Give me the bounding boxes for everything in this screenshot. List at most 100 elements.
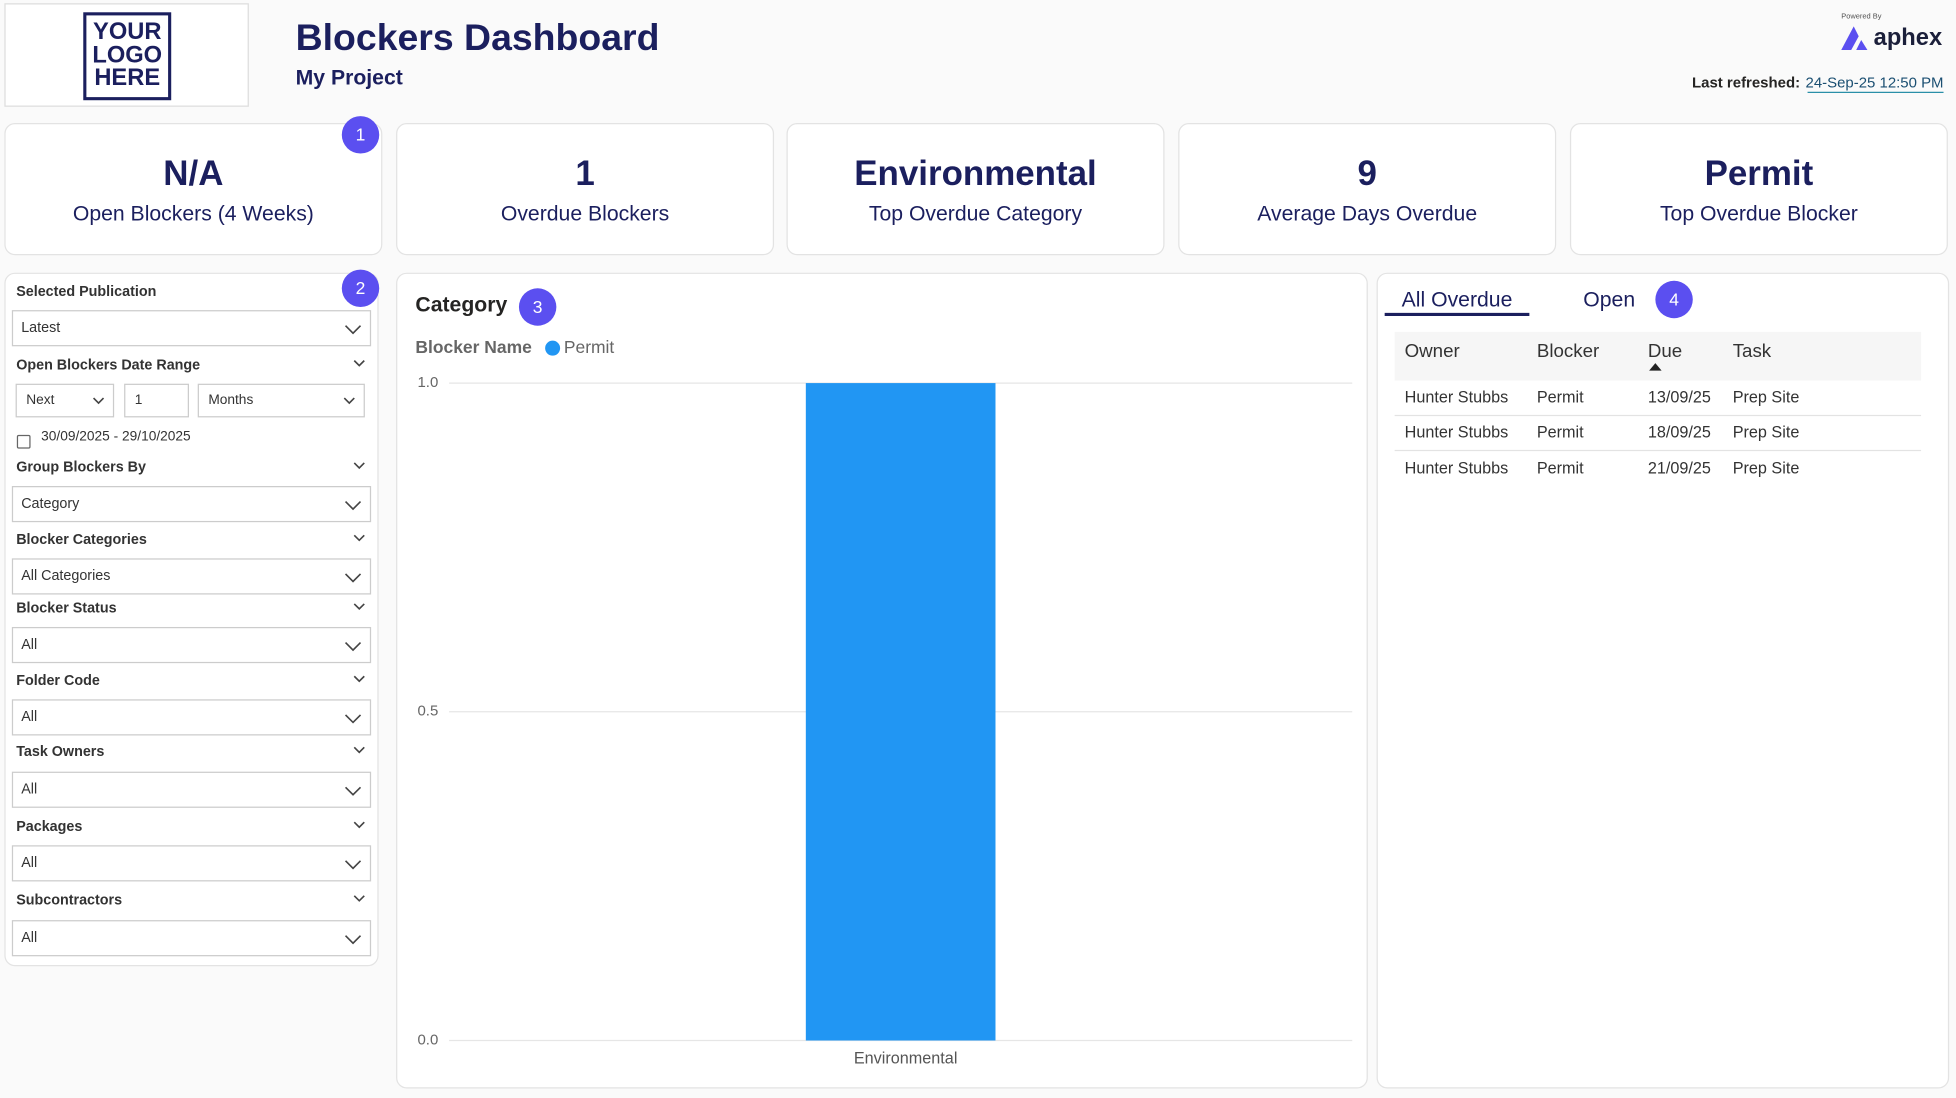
table-panel [1376, 272, 1950, 1089]
chevron [353, 746, 365, 754]
y-tick-label: 0.5 [417, 703, 438, 720]
y-tick-label: 1.0 [417, 374, 438, 391]
date-range-direction: Next [26, 392, 54, 407]
filter-label: Folder Code [16, 673, 100, 689]
table-cell: 18/09/25 [1648, 423, 1711, 441]
dropdown[interactable] [11, 626, 372, 664]
filter-label: Group Blockers By [16, 460, 146, 476]
kpi-value: Permit [1705, 154, 1814, 193]
table-header-bg [1394, 331, 1922, 381]
chevron [344, 641, 362, 652]
dropdown[interactable] [11, 771, 372, 808]
kpi-card [396, 122, 775, 256]
kpi-value: N/A [163, 154, 223, 193]
logo-frame [83, 12, 172, 101]
legend-label: Permit [564, 337, 615, 357]
table-cell: Permit [1537, 459, 1584, 477]
dropdown[interactable] [11, 558, 372, 595]
badge [341, 269, 380, 307]
kpi-value: 9 [1357, 154, 1376, 193]
last-refreshed-label: Last refreshed: [1692, 75, 1800, 92]
chevron [353, 462, 365, 470]
dropdown-value: All [21, 782, 37, 798]
chevron [353, 603, 365, 611]
kpi-label: Average Days Overdue [1257, 202, 1477, 225]
bar [805, 383, 996, 1041]
column-header: Owner [1405, 340, 1460, 361]
chevron [344, 714, 362, 724]
chevron [344, 786, 362, 796]
sort-arrow [1649, 363, 1662, 371]
dropdown[interactable] [11, 845, 372, 882]
calendar-icon [16, 434, 31, 449]
dropdown-value: Latest [21, 320, 60, 336]
logo-text: YOUR [93, 19, 161, 45]
chevron [353, 360, 365, 367]
badge-number: 4 [1669, 289, 1679, 309]
date-range-input[interactable] [197, 383, 365, 418]
dropdown[interactable] [11, 699, 372, 736]
chevron [353, 675, 365, 683]
chevron [343, 397, 355, 405]
kpi-label: Top Overdue Category [869, 202, 1083, 225]
table-cell: Permit [1537, 423, 1584, 441]
table-cell: Prep Site [1733, 423, 1800, 441]
table-cell: Prep Site [1733, 459, 1800, 477]
filter-label: Task Owners [16, 744, 104, 760]
filter-label: Selected Publication [16, 284, 156, 300]
date-range-input[interactable] [124, 383, 189, 418]
subtitle: My Project [296, 66, 403, 89]
chevron [353, 821, 365, 829]
powered-by: Powered By [1841, 11, 1882, 20]
dropdown-value: All [21, 709, 37, 725]
tab: Open [1583, 288, 1635, 311]
chart-title: Category [415, 293, 507, 316]
title: Blockers Dashboard [296, 16, 660, 58]
column-header: Due [1648, 340, 1682, 361]
dropdown-value: All [21, 637, 37, 653]
filter-label: Blocker Status [16, 601, 116, 617]
filter-label: Subcontractors [16, 893, 122, 909]
logo-text: HERE [94, 65, 160, 91]
y-tick-label: 0.0 [417, 1031, 438, 1048]
brand: aphex [1874, 25, 1942, 51]
chevron [344, 935, 362, 945]
kpi-value: Environmental [854, 154, 1096, 193]
legend-title: Blocker Name [415, 337, 532, 357]
chevron [353, 534, 365, 542]
filter-label: Packages [16, 819, 82, 835]
filter-label: Blocker Categories [16, 532, 147, 548]
logo-text: LOGO [92, 43, 162, 69]
kpi-card [1178, 122, 1557, 256]
column-header: Blocker [1537, 340, 1599, 361]
kpi-label: Open Blockers (4 Weeks) [73, 202, 314, 225]
tab: All Overdue [1402, 288, 1513, 311]
kpi-label: Overdue Blockers [501, 202, 669, 225]
table-cell: 13/09/25 [1648, 388, 1711, 406]
dropdown[interactable] [11, 310, 372, 347]
chevron [344, 501, 362, 511]
dropdown[interactable] [11, 920, 372, 957]
table-cell: Hunter Stubbs [1405, 459, 1509, 477]
last-refreshed-value: 24-Sep-25 12:50 PM [1806, 75, 1944, 92]
dropdown-value: All [21, 930, 37, 946]
dropdown[interactable] [11, 486, 372, 523]
chevron [92, 397, 105, 405]
table-cell: Hunter Stubbs [1405, 423, 1509, 441]
chevron [344, 325, 362, 335]
filter-label: Open Blockers Date Range [16, 357, 200, 373]
chevron [353, 895, 365, 902]
badge-number: 1 [356, 125, 366, 145]
date-range-unit: Months [208, 392, 253, 407]
brand-icon [1841, 26, 1868, 51]
date-range-amount: 1 [135, 392, 143, 407]
badge [518, 288, 557, 326]
kpi-card [1569, 122, 1948, 256]
kpi-card [4, 122, 383, 256]
dropdown-value: All [21, 855, 37, 871]
date-range-input[interactable] [15, 383, 115, 418]
dropdown-value: Category [21, 496, 80, 512]
kpi-label: Top Overdue Blocker [1660, 202, 1858, 225]
